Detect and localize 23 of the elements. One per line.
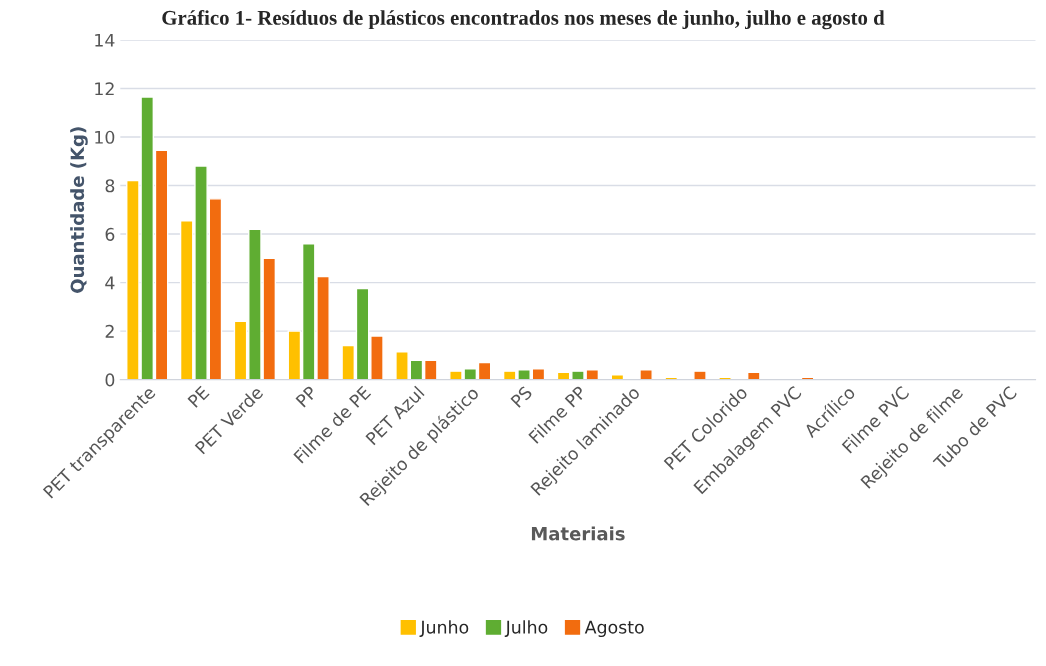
y-tick-label: 10 bbox=[95, 130, 115, 144]
bar bbox=[693, 370, 707, 380]
bar bbox=[746, 371, 761, 380]
y-axis-title: Quantidade (Kg) bbox=[70, 127, 88, 293]
legend-label: Julho bbox=[504, 620, 548, 637]
bar bbox=[664, 376, 679, 380]
y-tick-label: 6 bbox=[105, 227, 115, 241]
legend-label: Agosto bbox=[584, 620, 644, 638]
x-tick-label: PS bbox=[510, 385, 533, 408]
y-tick-label: 0 bbox=[105, 373, 115, 387]
chart-title: Gráfico 1- Resíduos de plásticos encontrados nos meses de junho, julho e agosto d bbox=[162, 9, 885, 30]
bar bbox=[800, 376, 815, 380]
bar bbox=[639, 369, 653, 380]
y-tick-label: 4 bbox=[105, 276, 115, 290]
y-tick-label: 8 bbox=[105, 179, 115, 193]
x-axis-title: Materiais bbox=[531, 526, 625, 541]
y-tick-label: 2 bbox=[105, 324, 114, 338]
legend-label: Junho bbox=[419, 620, 469, 637]
x-tick-label: PP bbox=[295, 385, 318, 408]
y-tick-label: 14 bbox=[95, 33, 115, 47]
y-tick-label: 12 bbox=[95, 82, 114, 96]
bar bbox=[718, 376, 732, 380]
x-tick-label: PE bbox=[187, 385, 210, 408]
